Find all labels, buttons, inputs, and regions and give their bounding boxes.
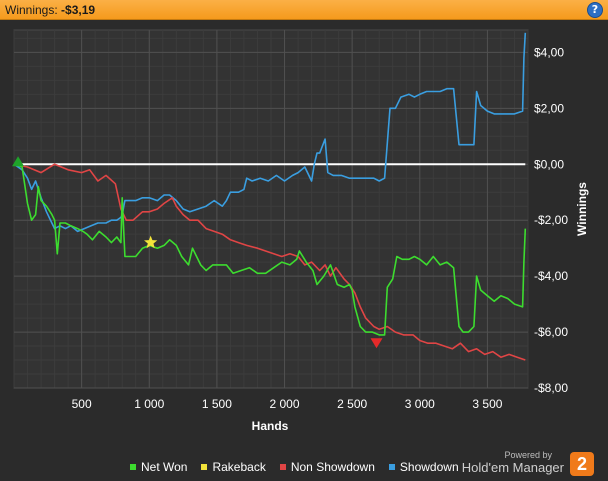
y-tick-label: $2,00 bbox=[534, 101, 564, 115]
winnings-label: Winnings: bbox=[5, 3, 58, 17]
x-tick-label: 2 000 bbox=[270, 397, 300, 411]
start-marker bbox=[12, 156, 25, 167]
winnings-title: Winnings: -$3,19 bbox=[5, 3, 95, 17]
legend-item[interactable]: Showdown bbox=[388, 460, 459, 474]
brand: Powered by Hold'em Manager 2 bbox=[434, 448, 594, 478]
legend-item[interactable]: Net Won bbox=[130, 460, 187, 474]
x-axis: 500 1 000 1 500 2 000 2 500 3 000 3 500 bbox=[72, 397, 503, 411]
winnings-chart: 500 1 000 1 500 2 000 2 500 3 000 3 500 $4,00$… bbox=[12, 29, 589, 433]
x-tick-label: 3 000 bbox=[405, 397, 435, 411]
help-icon[interactable]: ? bbox=[587, 2, 603, 18]
x-tick-label: 500 bbox=[72, 397, 92, 411]
rakeback-star-marker bbox=[144, 235, 158, 249]
y-tick-label: -$6,00 bbox=[534, 325, 568, 339]
legend-label: Rakeback bbox=[212, 460, 266, 474]
x-tick-label: 1 500 bbox=[202, 397, 232, 411]
y-axis: $4,00 $2,00 $0,00 -$2,00 -$4,00 -$6,00 -$8,00 bbox=[534, 45, 568, 395]
winnings-value: -$3,19 bbox=[61, 3, 96, 17]
legend-label: Net Won bbox=[141, 460, 188, 474]
legend-item[interactable]: Rakeback bbox=[201, 460, 266, 474]
legend-swatch bbox=[130, 464, 136, 470]
powered-by-text: Powered by bbox=[504, 450, 552, 460]
x-tick-label: 2 500 bbox=[337, 397, 367, 411]
title-bar: Winnings: -$3,19 ? bbox=[0, 0, 608, 20]
legend-item[interactable]: Non Showdown bbox=[279, 460, 375, 474]
legend-swatch bbox=[201, 464, 208, 470]
series-line-net-won bbox=[13, 163, 527, 336]
x-tick-label: 3 500 bbox=[472, 397, 502, 411]
series-line-non-showdown bbox=[13, 163, 526, 361]
legend-label: Non Showdown bbox=[290, 460, 375, 474]
min-marker bbox=[370, 338, 383, 349]
brand-logo-icon: 2 bbox=[570, 452, 594, 476]
markers bbox=[12, 156, 383, 349]
legend-swatch bbox=[279, 464, 286, 470]
legend-label: Showdown bbox=[399, 460, 459, 474]
y-tick-label: -$8,00 bbox=[534, 381, 568, 395]
legend-swatch bbox=[388, 464, 395, 470]
series-line-showdown bbox=[13, 32, 527, 233]
y-tick-label: -$4,00 bbox=[534, 269, 568, 283]
legend: Net Won Rakeback Non Showdown Showdown bbox=[130, 460, 459, 474]
series-lines bbox=[13, 32, 527, 361]
x-axis-title: Hands bbox=[252, 419, 289, 433]
y-axis-title: Winnings bbox=[575, 182, 589, 236]
brand-name: Hold'em Manager bbox=[461, 460, 564, 475]
y-tick-label: $4,00 bbox=[534, 45, 564, 59]
x-tick-label: 1 000 bbox=[134, 397, 164, 411]
y-tick-label: $0,00 bbox=[534, 157, 564, 171]
y-tick-label: -$2,00 bbox=[534, 213, 568, 227]
